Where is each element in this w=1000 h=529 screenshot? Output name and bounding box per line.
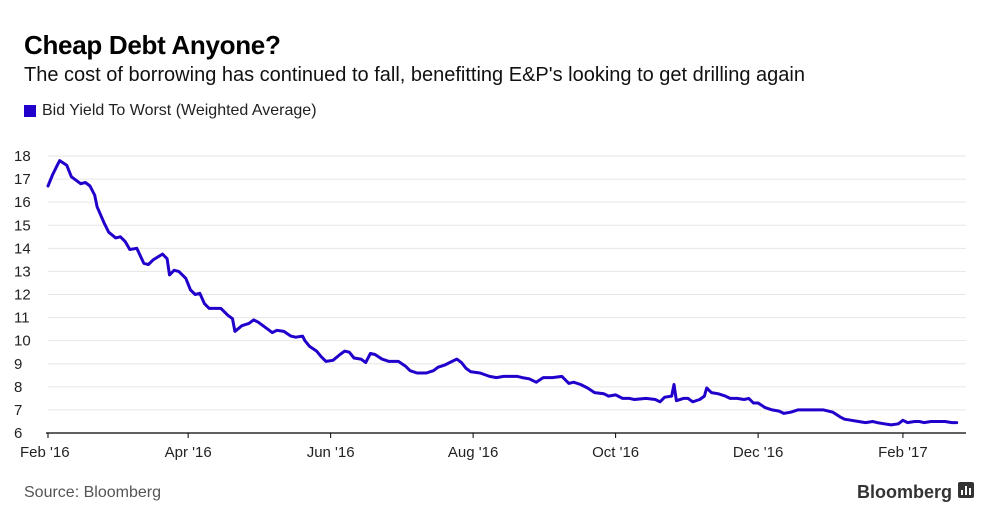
brand-name: Bloomberg [856,482,952,502]
y-tick-label: 11 [14,310,30,327]
y-tick-label: 8 [14,379,22,396]
legend: Bid Yield To Worst (Weighted Average) [24,101,317,121]
x-tick-label: Aug '16 [448,444,498,461]
legend-label: Bid Yield To Worst (Weighted Average) [42,102,317,119]
x-tick-label: Jun '16 [307,444,355,461]
source-note: Source: Bloomberg [24,484,161,501]
x-tick-label: Feb '16 [20,444,70,461]
x-tick-label: Oct '16 [592,444,639,461]
x-tick-label: Feb '17 [878,444,928,461]
y-tick-label: 16 [14,194,31,211]
y-tick-label: 17 [14,171,31,188]
y-tick-label: 14 [14,240,31,257]
legend-swatch [24,105,36,117]
bar-chart-icon [958,482,974,503]
x-tick-label: Apr '16 [165,444,212,461]
y-tick-label: 10 [14,333,31,350]
y-tick-label: 7 [14,402,22,419]
chart-title: Cheap Debt Anyone? [24,30,281,60]
series-line [46,159,959,427]
chart-subtitle: The cost of borrowing has continued to f… [24,64,805,86]
y-tick-label: 6 [14,425,22,442]
brand-logo: Bloomberg [857,482,974,503]
y-tick-label: 9 [14,356,22,373]
y-tick-label: 18 [14,148,31,165]
y-tick-label: 13 [14,263,31,280]
y-tick-label: 15 [14,217,31,234]
x-tick-label: Dec '16 [733,444,783,461]
y-tick-label: 12 [14,287,31,304]
